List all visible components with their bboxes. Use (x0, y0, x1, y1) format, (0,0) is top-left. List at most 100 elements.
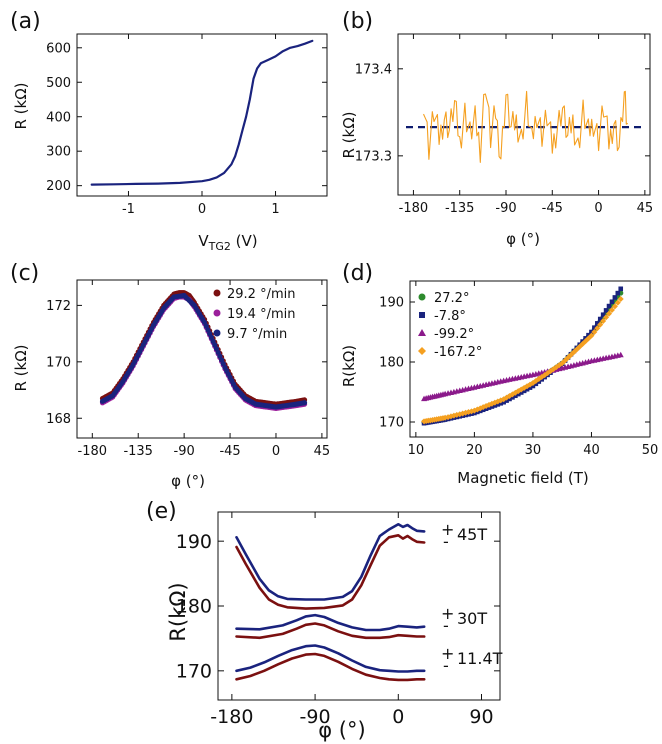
y-tick-label: 500 (46, 76, 71, 91)
chart-a: -1 0 1 200 300 400 500 600 (46, 33, 328, 217)
y-tick-label: 190 (176, 531, 212, 553)
y-tick-label: 170 (46, 355, 71, 370)
data-point (591, 328, 598, 335)
x-tick-label: 1 (271, 202, 279, 217)
panel-label-e: (e) (146, 499, 177, 524)
xlabel-a: VTG2 (V) (198, 232, 257, 253)
chart-c: -180 -135 -90 -45 0 45 168 170 172 29.2 °/min 19.4… (46, 279, 330, 459)
legend-minus: - (443, 616, 449, 635)
y-tick-label: 600 (46, 41, 71, 56)
ylabel-b: R (kΩ) (340, 111, 358, 158)
x-tick-label: -90 (300, 706, 331, 728)
legend-label: 27.2° (434, 291, 469, 306)
data-point (606, 303, 612, 309)
series-line (423, 90, 628, 163)
data-point (617, 351, 624, 358)
data-point (510, 395, 515, 400)
legend-label: -99.2° (434, 327, 474, 342)
x-tick-label: 20 (466, 443, 483, 458)
data-point (618, 286, 624, 292)
x-tick-label: -90 (495, 201, 516, 216)
legend-marker (418, 293, 426, 301)
legend-minus: - (443, 532, 449, 551)
x-tick-label: 50 (642, 443, 659, 458)
xlabel-d: Magnetic field (T) (457, 469, 588, 487)
x-tick-label: -45 (219, 444, 240, 459)
xlabel-a-unit: (V) (231, 232, 258, 250)
ylabel-d: R(kΩ) (340, 345, 358, 387)
ylabel-a: R (kΩ) (12, 82, 30, 129)
x-tick-label: -180 (399, 201, 429, 216)
data-point (600, 312, 606, 318)
y-tick-label: 173.4 (355, 62, 392, 77)
data-point (612, 295, 618, 300)
legend-minus: - (443, 656, 449, 675)
x-tick-label: 0 (594, 201, 602, 216)
series-points (421, 296, 624, 425)
data-point (611, 303, 618, 310)
series-points (99, 292, 308, 410)
data-point (504, 398, 509, 403)
data-point (586, 332, 591, 338)
x-tick-label: -180 (210, 706, 253, 728)
x-tick-label: 0 (392, 706, 404, 728)
series-line (235, 652, 426, 682)
legend-label: 45T (457, 525, 487, 544)
data-point (614, 299, 621, 306)
ylabel-c: R (kΩ) (12, 344, 30, 391)
legend-marker (418, 329, 426, 336)
legend-plus: + (441, 604, 454, 623)
xlabel-a-main: V (198, 232, 209, 250)
legend-marker (213, 309, 221, 317)
panel-label-c: (c) (10, 261, 39, 286)
panel-label-d: (d) (342, 261, 373, 286)
series-line (235, 644, 426, 673)
data-point (597, 321, 604, 328)
series-points (421, 351, 624, 402)
data-point (595, 321, 600, 326)
series-line (235, 533, 426, 610)
x-tick-label: -135 (123, 444, 153, 459)
x-tick-label: -180 (78, 444, 108, 459)
legend-marker (213, 329, 221, 337)
y-tick-label: 173.3 (355, 149, 392, 164)
chart-b: -180 -135 -90 -45 0 45 173.3 173.4 (355, 33, 654, 216)
data-point (507, 396, 512, 402)
y-tick-label: 168 (46, 412, 71, 427)
legend-plus: + (441, 520, 454, 539)
data-point (513, 393, 518, 399)
legend-marker (419, 312, 425, 318)
x-tick-label: 10 (408, 443, 425, 458)
chart-d: 10 20 30 40 50 170 180 190 27.2° -7.8° -99.2° -167.… (379, 280, 659, 458)
data-point (594, 325, 601, 332)
legend-label: 29.2 °/min (227, 287, 295, 302)
xlabel-c: φ (°) (171, 472, 205, 490)
plot-frame (76, 33, 328, 197)
y-tick-label: 180 (176, 596, 212, 618)
y-tick-label: 172 (46, 299, 71, 314)
x-tick-label: 0 (272, 444, 280, 459)
legend-marker (418, 347, 426, 355)
plot-frame (76, 279, 328, 439)
y-tick-label: 170 (379, 416, 404, 431)
data-point (301, 400, 308, 406)
x-tick-label: 30 (525, 443, 542, 458)
x-tick-label: -45 (542, 201, 563, 216)
plot-frame (397, 33, 651, 196)
data-point (521, 388, 527, 394)
y-tick-label: 400 (46, 110, 71, 125)
plot-frame (409, 280, 651, 438)
legend-label: 9.7 °/min (227, 327, 287, 342)
data-point (609, 299, 615, 305)
series-line (235, 522, 426, 601)
x-tick-label: 0 (198, 202, 206, 217)
legend-label: 30T (457, 609, 487, 628)
panel-label-a: (a) (10, 9, 41, 34)
legend-plus: + (441, 644, 454, 663)
x-tick-label: 45 (637, 201, 654, 216)
x-tick-label: -1 (122, 202, 135, 217)
x-tick-label: -90 (174, 444, 195, 459)
data-point (617, 296, 624, 302)
x-tick-label: 90 (469, 706, 493, 728)
legend-marker (213, 289, 221, 297)
